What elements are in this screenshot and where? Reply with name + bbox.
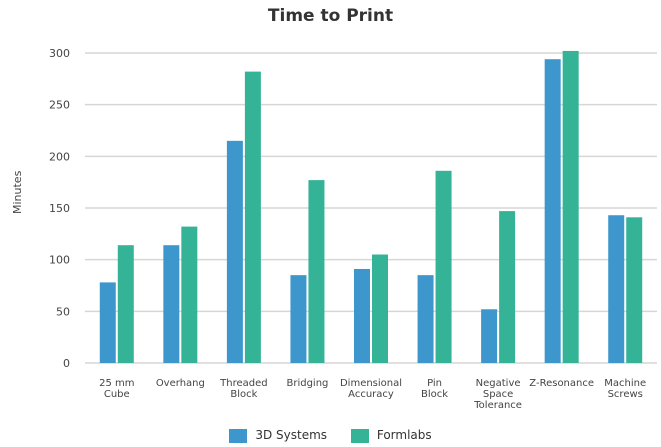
x-tick-label: Pin Block <box>421 378 448 400</box>
x-tick-label: Negative Space Tolerance <box>473 378 522 411</box>
x-tick-label: Z-Resonance <box>529 378 594 389</box>
bar-series-1-1 <box>163 245 180 363</box>
bar-series-1-4 <box>354 268 370 363</box>
legend-swatch-series-2 <box>350 428 369 443</box>
x-tick-label: Overhang <box>156 378 205 389</box>
bar-series-1-8 <box>608 215 625 363</box>
plot-area: 0 50 100 150 200 250 300 25 mm Cube Overhang Threa… <box>49 47 657 411</box>
bar-series-2-4 <box>372 254 388 363</box>
y-tick-label: 0 <box>63 357 70 370</box>
bar-series-2-2 <box>244 71 261 363</box>
bar-series-2-1 <box>181 226 198 363</box>
bar-series-2-6 <box>499 211 516 363</box>
legend-swatch-series-1 <box>229 428 248 443</box>
y-tick-label: 100 <box>49 254 70 267</box>
bar-series-1-3 <box>290 275 307 363</box>
chart-title: Time to Print <box>267 6 394 26</box>
y-tick-label: 300 <box>49 47 70 60</box>
x-tick-label: Dimensional Accuracy <box>340 378 402 400</box>
legend-label-series-2: Formlabs <box>376 428 432 443</box>
y-tick-label: 50 <box>56 305 70 318</box>
bar-series-2-5 <box>435 170 452 363</box>
bar-series-2-3 <box>308 180 325 363</box>
bar-series-2-0 <box>117 245 134 363</box>
bar-series-1-2 <box>226 140 243 363</box>
legend-item-series-2: Formlabs <box>350 428 432 443</box>
x-tick-label: Machine Screws <box>604 378 646 400</box>
y-tick-label: 200 <box>49 150 70 163</box>
y-tick-label: 250 <box>49 99 70 112</box>
bar-series-1-5 <box>417 275 434 363</box>
legend-label-series-1: 3D Systems <box>255 428 328 443</box>
y-tick-label: 150 <box>49 202 70 215</box>
x-tick-label: Bridging <box>286 378 328 389</box>
x-tick-label: 25 mm Cube <box>99 378 134 400</box>
bar-series-1-6 <box>481 309 498 363</box>
legend: 3D Systems Formlabs <box>0 428 661 443</box>
bar-series-2-7 <box>562 50 579 363</box>
bar-series-1-0 <box>99 282 116 363</box>
bar-series-1-7 <box>544 59 561 363</box>
bar-series-2-8 <box>626 217 643 363</box>
x-tick-label: Threaded Block <box>219 378 267 400</box>
legend-item-series-1: 3D Systems <box>229 428 327 443</box>
